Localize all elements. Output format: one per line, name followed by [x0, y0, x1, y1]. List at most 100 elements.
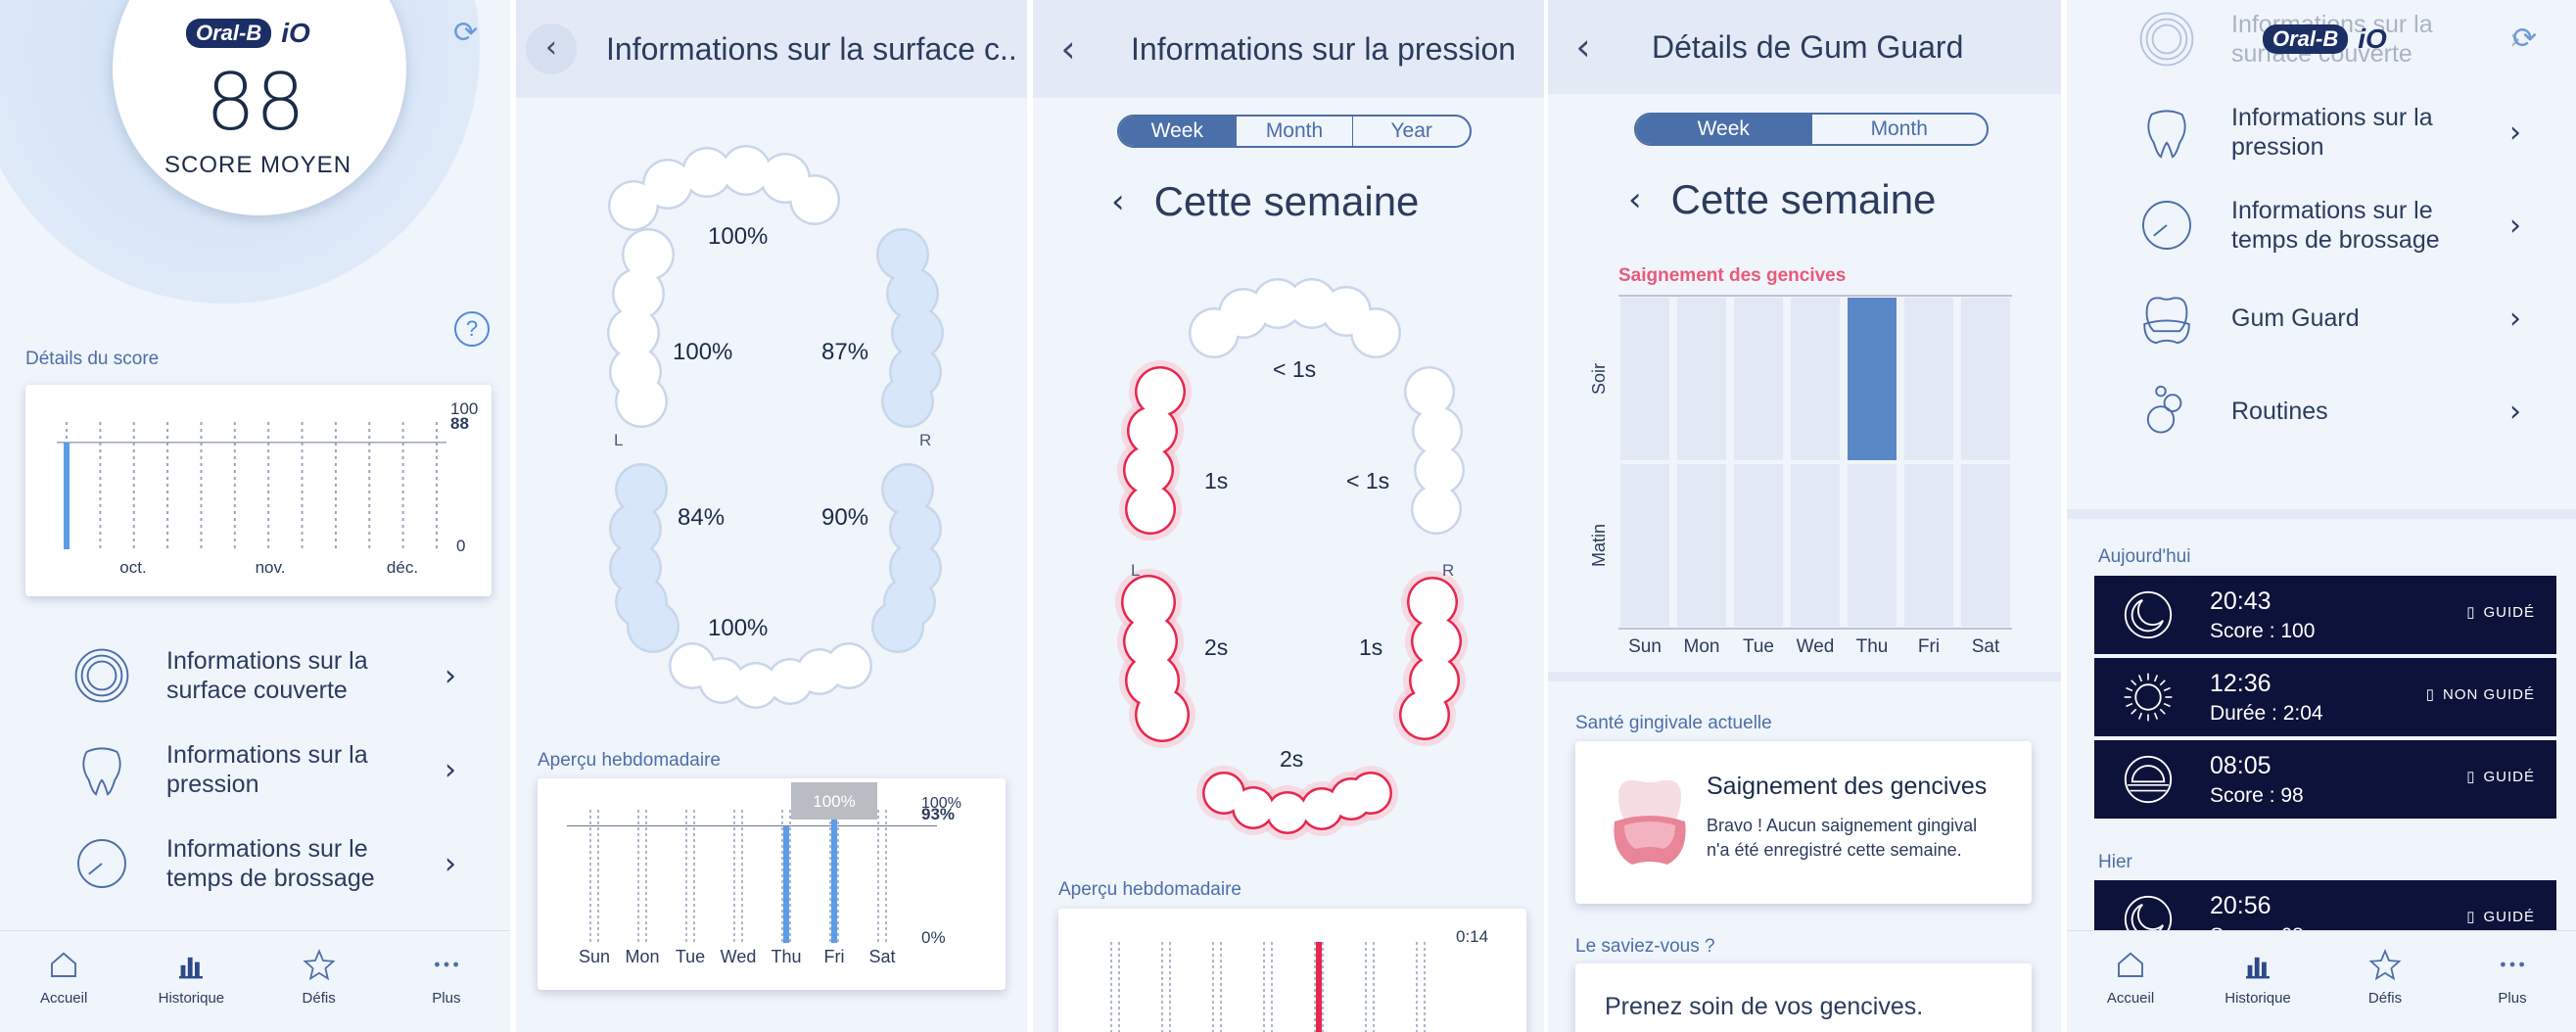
- divider: [1548, 672, 2061, 681]
- zone-lower-left: 84%: [678, 504, 726, 531]
- back-button[interactable]: ‹: [526, 23, 577, 74]
- month-label: oct.: [119, 558, 146, 577]
- home-icon: [2118, 952, 2143, 977]
- help-icon[interactable]: ?: [454, 311, 490, 347]
- chevron-right-icon: ›: [2509, 22, 2521, 57]
- menu-item-1[interactable]: Informations sur la pression ›: [2137, 103, 2521, 162]
- star-icon: [2368, 949, 2402, 981]
- weekly-chart-card[interactable]: Sun Mon Tue Wed Thu Fri Sat 100% 100% 93% 0%: [538, 778, 1006, 990]
- zone-bottom: 100%: [708, 615, 769, 641]
- zone-lower-right: 1s: [1359, 634, 1383, 660]
- menu-item-label: Gum Guard: [2231, 305, 2360, 332]
- seg-year[interactable]: Year: [1390, 119, 1432, 142]
- session-row[interactable]: 20:43 Score : 100 ▯ GUIDÉ: [2094, 576, 2556, 654]
- seg-week[interactable]: Week: [1636, 115, 1812, 144]
- refresh-icon[interactable]: ⟳: [453, 16, 479, 50]
- phone-icon: ▯: [2466, 769, 2476, 785]
- tooth-icon: [2147, 110, 2186, 159]
- session-tag: ▯ GUIDÉ: [2466, 768, 2535, 786]
- tab-1[interactable]: Historique: [2209, 945, 2307, 1032]
- upper-left-teeth: [1117, 360, 1192, 540]
- empty-cell: [1904, 464, 1953, 627]
- tab-1[interactable]: Historique: [142, 945, 240, 1032]
- tab-3[interactable]: Plus: [2463, 945, 2561, 1032]
- weekly-chart-card[interactable]: 0:14: [1058, 909, 1526, 1032]
- menu-item-2[interactable]: Informations sur le temps de brossage ›: [72, 834, 456, 893]
- tab-2[interactable]: Défis: [2336, 945, 2434, 1032]
- day-label: Fri: [1918, 636, 1940, 657]
- tooth-icon: [82, 747, 121, 796]
- lower-left-teeth: [609, 463, 679, 653]
- brand-logo: Oral-B iO: [2263, 23, 2387, 55]
- tab-0[interactable]: Accueil: [2082, 945, 2179, 1032]
- details-title: Détails du score: [25, 349, 160, 369]
- tab-2[interactable]: Défis: [270, 945, 368, 1032]
- home-icon: [51, 952, 77, 977]
- chevron-right-icon: ›: [2509, 208, 2521, 243]
- day-label: Sun: [579, 947, 610, 966]
- zone-upper-right: < 1s: [1346, 468, 1390, 493]
- zone-lower-left: 2s: [1204, 634, 1229, 660]
- zone-upper-left: 1s: [1204, 468, 1229, 493]
- weekly-title: Aperçu hebdomadaire: [538, 750, 721, 771]
- session-tag: ▯ GUIDÉ: [2466, 908, 2535, 926]
- seg-month[interactable]: Month: [1870, 117, 1928, 140]
- menu-item-label: Informations sur le temps de brossage: [166, 835, 375, 892]
- phone-icon: ▯: [2466, 604, 2476, 621]
- session-row[interactable]: 12:36 Durée : 2:04 ▯ NON GUIDÉ: [2094, 658, 2556, 736]
- tooltip-label: 100%: [813, 792, 855, 811]
- card-body-line2: n'a été enregistré cette semaine.: [1707, 840, 1962, 860]
- back-button[interactable]: ‹: [1060, 27, 1076, 70]
- tooltip: [791, 782, 877, 820]
- empty-cell: [1734, 298, 1783, 460]
- coverage-bar: [783, 825, 789, 943]
- zone-top: < 1s: [1273, 356, 1317, 382]
- chart-title: Saignement des gencives: [1618, 265, 1847, 286]
- tab-0[interactable]: Accueil: [15, 945, 113, 1032]
- y-value-label: 0:14: [1456, 927, 1488, 946]
- history-icon: [2246, 957, 2270, 979]
- refresh-icon[interactable]: ⟳: [2512, 22, 2538, 56]
- zone-bottom: 2s: [1280, 746, 1304, 772]
- day-label: Mon: [1684, 636, 1720, 657]
- menu-item-0[interactable]: Informations sur la surface couverte ›: [72, 646, 456, 705]
- seg-week[interactable]: Week: [1119, 117, 1237, 146]
- tip-card[interactable]: Prenez soin de vos gencives.: [1575, 963, 2032, 1032]
- tab-label: Accueil: [2106, 990, 2155, 1007]
- gum-icon: [2143, 297, 2190, 345]
- day-label: Sat: [1972, 636, 2000, 657]
- menu-item-3[interactable]: Gum Guard ›: [2137, 289, 2521, 348]
- screen-more: Informations sur la surface couverte›Inf…: [2067, 0, 2576, 1032]
- back-button[interactable]: ‹: [1575, 25, 1591, 69]
- phone-icon: ▯: [2466, 909, 2476, 925]
- coverage-icon: [74, 648, 129, 703]
- upper-front-teeth: [608, 145, 840, 231]
- menu-item-label: Informations sur le temps de brossage: [2231, 197, 2440, 254]
- chevron-right-icon: ›: [2509, 394, 2521, 429]
- seg-month[interactable]: Month: [1237, 117, 1354, 146]
- menu-item-4[interactable]: Routines ›: [2137, 382, 2521, 441]
- history-icon: [179, 957, 204, 979]
- y-top-label: 100: [450, 399, 478, 418]
- tab-3[interactable]: Plus: [398, 945, 495, 1032]
- chevron-right-icon: ›: [445, 846, 456, 881]
- prev-week-icon[interactable]: ‹: [1628, 180, 1642, 219]
- menu-item-1[interactable]: Informations sur la pression ›: [72, 740, 456, 799]
- menu-item-label: Routines: [2231, 398, 2328, 425]
- menu-item-2[interactable]: Informations sur le temps de brossage ›: [2137, 196, 2521, 255]
- y-top-label: 100%: [921, 795, 961, 812]
- weekly-chart: 0:14: [1110, 927, 1488, 1032]
- y-value-label: 88: [450, 414, 469, 433]
- session-row[interactable]: 08:05 Score : 98 ▯ GUIDÉ: [2094, 740, 2556, 819]
- gum-health-card[interactable]: Saignement des gencives Bravo ! Aucun sa…: [1575, 741, 2032, 904]
- yesterday-title: Hier: [2098, 852, 2132, 872]
- tip-text: Prenez soin de vos gencives.: [1605, 993, 1924, 1020]
- prev-week-icon[interactable]: ‹: [1111, 182, 1125, 221]
- period-selector: Week Month Year: [1117, 115, 1472, 148]
- score-chart-card[interactable]: 100 88 0 oct. nov. déc.: [25, 385, 492, 596]
- header: ‹ Informations sur la pression: [1033, 0, 1544, 98]
- header: ‹ Informations sur la surface c...: [516, 0, 1027, 98]
- tab-label: Accueil: [39, 990, 88, 1007]
- more-icon: [2501, 962, 2524, 967]
- day-label: Sat: [868, 947, 895, 966]
